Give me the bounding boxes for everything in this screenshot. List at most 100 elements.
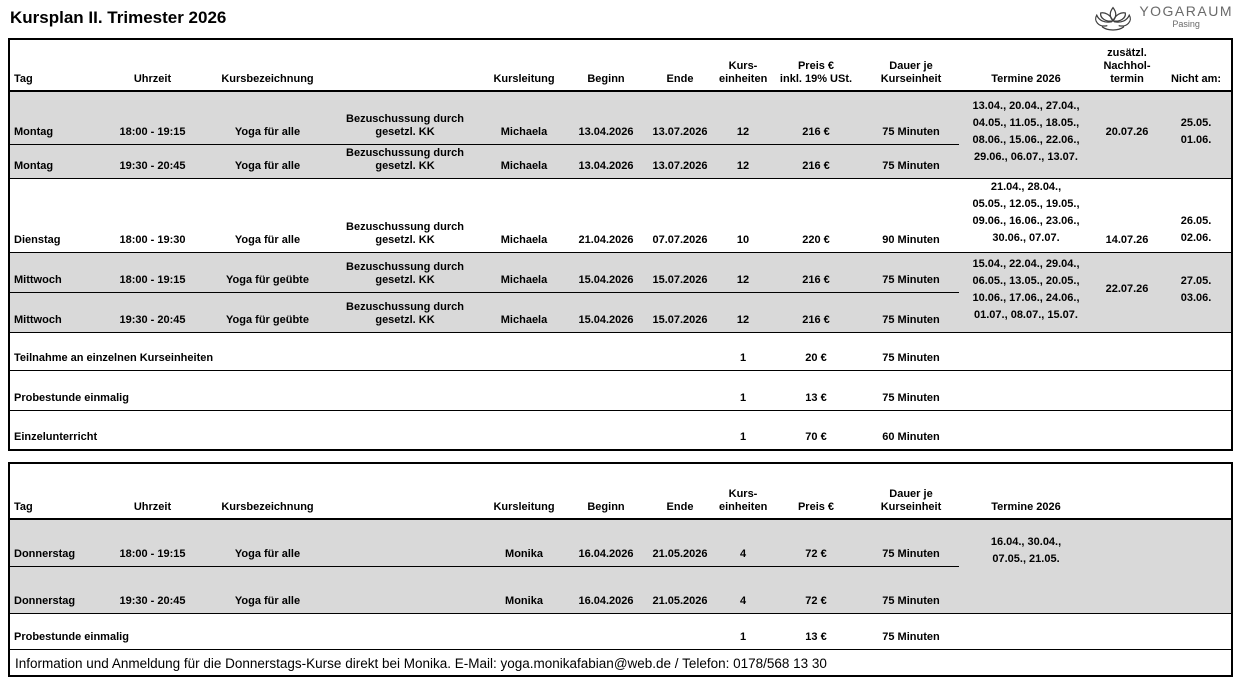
col-header-beginn: Beginn [569, 463, 643, 520]
uhrzeit-cell: 18:00 - 19:15 [101, 252, 204, 293]
kurs-cell: Yoga für alle [204, 519, 331, 567]
dauer-cell: 75 Minuten [863, 91, 959, 145]
kurs-cell: Yoga für alle [204, 566, 331, 614]
col-header-einheiten: Kurs- einheiten [717, 39, 769, 92]
uhrzeit-cell: 19:30 - 20:45 [101, 566, 204, 614]
einheiten-cell: 10 [717, 178, 769, 253]
kurs-cell: Yoga für alle [204, 178, 331, 253]
nachhol-cell: 22.07.26 [1093, 252, 1161, 333]
nicht-am-cell: 25.05. 01.06. [1161, 91, 1232, 179]
dauer-cell: 75 Minuten [863, 613, 959, 650]
empty-cell [959, 332, 1232, 371]
termine-cell: 21.04., 28.04., 05.05., 12.05., 19.05., … [959, 178, 1093, 253]
preis-cell: 72 € [769, 519, 863, 567]
zusatz-cell: Bezuschussung durch gesetzl. KK [331, 292, 479, 333]
extra-label-cell: Teilnahme an einzelnen Kurseinheiten [9, 332, 717, 371]
kurs-cell: Yoga für geübte [204, 252, 331, 293]
col-header-uhrzeit: Uhrzeit [101, 39, 204, 92]
ende-cell: 15.07.2026 [643, 252, 717, 293]
zusatz-cell: Bezuschussung durch gesetzl. KK [331, 178, 479, 253]
tag-cell: Mittwoch [9, 252, 101, 293]
tag-cell: Mittwoch [9, 292, 101, 333]
termine-cell: 16.04., 30.04., 07.05., 21.05. [959, 519, 1093, 614]
extra-row-teilnahme: Teilnahme an einzelnen Kurseinheiten 1 2… [9, 332, 1232, 371]
dauer-cell: 75 Minuten [863, 252, 959, 293]
leitung-cell: Michaela [479, 144, 569, 179]
dauer-cell: 75 Minuten [863, 519, 959, 567]
table2-header-row: Tag Uhrzeit Kursbezeichnung Kursleitung … [9, 463, 1232, 520]
col-header-kursbezeichnung: Kursbezeichnung [204, 463, 331, 520]
tag-cell: Montag [9, 144, 101, 179]
beginn-cell: 16.04.2026 [569, 519, 643, 567]
logo-text: YOGARAUM Pasing [1139, 3, 1233, 29]
beginn-cell: 15.04.2026 [569, 252, 643, 293]
col-header-beginn: Beginn [569, 39, 643, 92]
preis-cell: 216 € [769, 144, 863, 179]
leitung-cell: Michaela [479, 252, 569, 293]
dauer-cell: 75 Minuten [863, 144, 959, 179]
preis-cell: 13 € [769, 613, 863, 650]
extra-row-probestunde: Probestunde einmalig 1 13 € 75 Minuten [9, 370, 1232, 411]
tag-cell: Donnerstag [9, 519, 101, 567]
tag-cell: Donnerstag [9, 566, 101, 614]
col-header-preis: Preis € [769, 463, 863, 520]
uhrzeit-cell: 19:30 - 20:45 [101, 144, 204, 179]
kurs-cell: Yoga für geübte [204, 292, 331, 333]
einheiten-cell: 1 [717, 613, 769, 650]
preis-cell: 13 € [769, 370, 863, 411]
tag-cell: Montag [9, 91, 101, 145]
preis-cell: 216 € [769, 292, 863, 333]
col-header-zusatz-empty [331, 463, 479, 520]
einheiten-cell: 1 [717, 332, 769, 371]
empty-cell [959, 410, 1232, 450]
extra-row-probestunde: Probestunde einmalig 1 13 € 75 Minuten [9, 613, 1232, 650]
dauer-cell: 90 Minuten [863, 178, 959, 253]
col-header-dauer: Dauer je Kurseinheit [863, 463, 959, 520]
preis-cell: 220 € [769, 178, 863, 253]
col-header-preis: Preis € inkl. 19% USt. [769, 39, 863, 92]
leitung-cell: Monika [479, 566, 569, 614]
dauer-cell: 60 Minuten [882, 431, 940, 443]
col-header-tag: Tag [9, 463, 101, 520]
col-header-kursbezeichnung: Kursbezeichnung [204, 39, 331, 92]
col-header-kursleitung: Kursleitung [479, 463, 569, 520]
col-header-nicht-am: Nicht am: [1161, 39, 1232, 92]
kurs-cell: Yoga für alle [204, 144, 331, 179]
col-header-kursleitung: Kursleitung [479, 39, 569, 92]
col-header-empty [1161, 463, 1232, 520]
einheiten-cell: 4 [717, 519, 769, 567]
kurs-cell: Yoga für alle [204, 91, 331, 145]
dauer-cell: 75 Minuten [863, 566, 959, 614]
empty-cell [1093, 519, 1232, 614]
col-header-termine: Termine 2026 [959, 463, 1093, 520]
einheiten-cell: 12 [717, 144, 769, 179]
uhrzeit-cell: 19:30 - 20:45 [101, 292, 204, 333]
nicht-am-cell: 27.05. 03.06. [1161, 252, 1232, 333]
col-header-nachhol: zusätzl. Nachhol- termin [1093, 39, 1161, 92]
extra-label-cell: Probestunde einmalig [9, 613, 717, 650]
logo-location: Pasing [1172, 19, 1200, 29]
dauer-cell: 75 Minuten [863, 332, 959, 371]
lotus-icon [1095, 6, 1132, 31]
beginn-cell: 21.04.2026 [569, 178, 643, 253]
col-header-einheiten: Kurs- einheiten [717, 463, 769, 520]
ende-cell: 21.05.2026 [643, 566, 717, 614]
zusatz-cell [331, 519, 479, 567]
beginn-cell: 16.04.2026 [569, 566, 643, 614]
empty-cell [959, 613, 1232, 650]
ende-cell: 21.05.2026 [643, 519, 717, 567]
thursday-course-table: Tag Uhrzeit Kursbezeichnung Kursleitung … [8, 462, 1233, 677]
course-row-mittwoch-1800: Mittwoch 18:00 - 19:15 Yoga für geübte B… [9, 252, 1232, 333]
col-header-ende: Ende [643, 39, 717, 92]
yogaraum-logo: YOGARAUM Pasing [1091, 3, 1233, 37]
col-header-empty [1093, 463, 1161, 520]
zusatz-cell [331, 566, 479, 614]
leitung-cell: Michaela [479, 178, 569, 253]
nicht-am-cell: 26.05. 02.06. [1161, 178, 1232, 253]
course-row-dienstag: Dienstag 18:00 - 19:30 Yoga für alle Bez… [9, 178, 1232, 253]
dauer-cell: 75 Minuten [863, 292, 959, 333]
zusatz-cell: Bezuschussung durch gesetzl. KK [331, 91, 479, 145]
col-header-zusatz-empty [331, 39, 479, 92]
course-row-montag-1800: Montag 18:00 - 19:15 Yoga für alle Bezus… [9, 91, 1232, 179]
einheiten-cell: 1 [717, 370, 769, 411]
